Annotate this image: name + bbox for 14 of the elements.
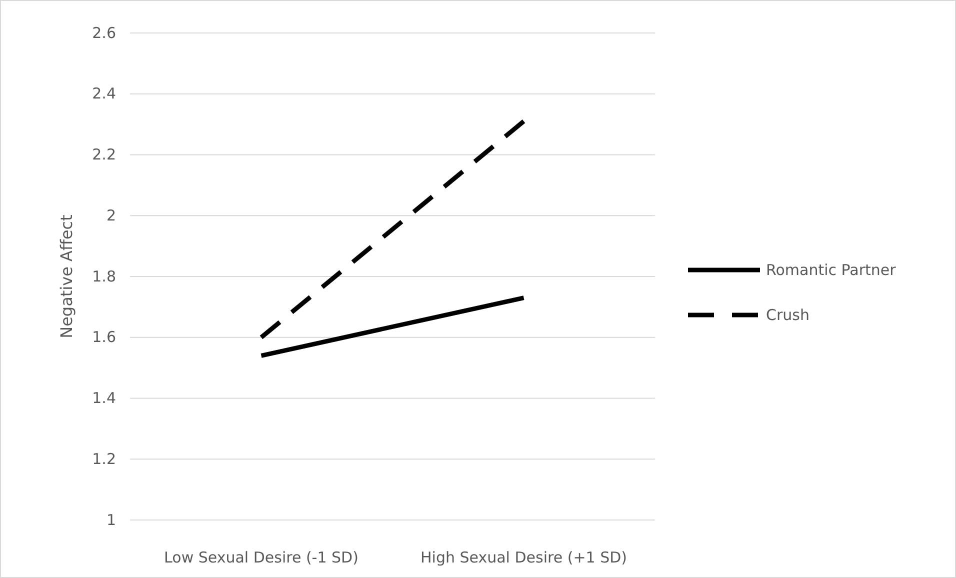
y-tick-label: 2 [106,206,116,224]
y-tick-label: 1.4 [92,389,116,408]
y-tick-label: 2.6 [92,24,116,42]
y-tick-label: 1.6 [92,328,116,346]
y-tick-label: 1.8 [92,267,116,286]
x-tick-label: Low Sexual Desire (-1 SD) [164,548,358,567]
y-tick-label: 1.2 [92,450,116,468]
y-tick-label: 2.4 [92,84,116,103]
legend-label: Romantic Partner [766,261,897,279]
y-tick-label: 2.2 [92,146,116,164]
legend-label: Crush [766,306,810,324]
y-tick-label: 1 [106,510,116,529]
y-axis-title: Negative Affect [57,214,76,338]
x-tick-label: High Sexual Desire (+1 SD) [420,548,627,567]
